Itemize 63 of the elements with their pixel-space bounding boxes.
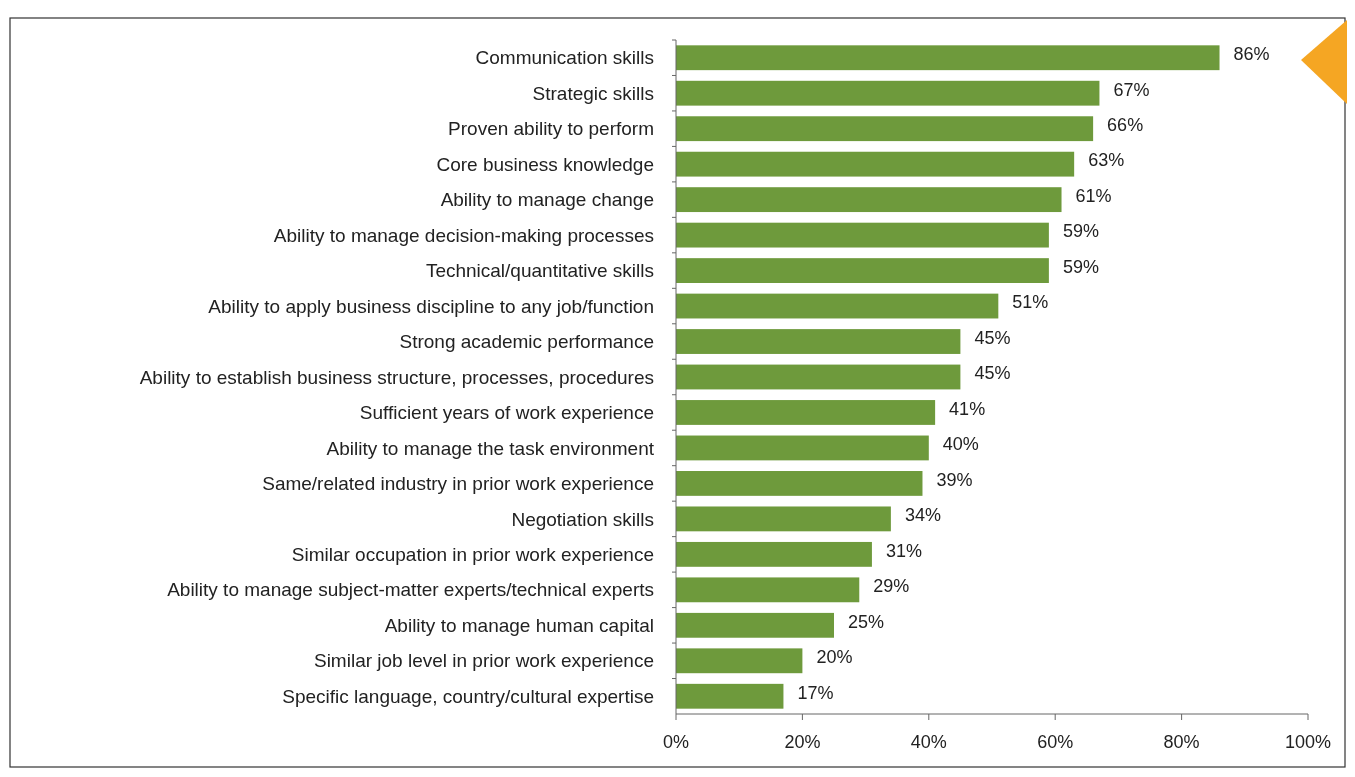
bar	[676, 116, 1094, 142]
bar	[676, 435, 929, 461]
bar	[676, 45, 1220, 71]
bar	[676, 187, 1062, 213]
y-tick-label: Ability to manage human capital	[384, 614, 654, 636]
bar	[676, 329, 961, 354]
y-tick-label: Strong academic performance	[399, 331, 654, 353]
data-label: 51%	[1012, 292, 1049, 313]
data-label: 59%	[1062, 221, 1099, 242]
data-label: 31%	[885, 540, 922, 561]
y-tick-label: Specific language, country/cultural expertise	[282, 685, 654, 707]
y-tick-label: Ability to manage the task environment	[326, 437, 655, 459]
x-tick-label: 60%	[1037, 732, 1074, 752]
bar	[676, 471, 923, 496]
x-tick-label: 40%	[910, 732, 947, 752]
x-tick-label: 0%	[662, 732, 690, 752]
data-label: 61%	[1075, 185, 1112, 206]
data-label: 34%	[904, 505, 941, 526]
x-tick-label: 100%	[1284, 732, 1332, 752]
y-tick-label: Ability to apply business discipline to any job/function	[208, 295, 654, 317]
y-tick-label: Proven ability to perform	[448, 118, 654, 140]
bar	[676, 506, 891, 532]
bar	[676, 541, 872, 567]
bar	[676, 683, 784, 709]
bar	[676, 293, 999, 319]
bar	[676, 577, 860, 603]
y-tick-label: Similar occupation in prior work experience	[291, 544, 654, 566]
y-tick-label: Ability to manage decision-making processes	[273, 224, 654, 246]
bar	[676, 258, 1049, 283]
y-tick-label: Negotiation skills	[511, 508, 654, 530]
data-label: 17%	[797, 682, 834, 703]
y-tick-label: Core business knowledge	[436, 153, 654, 175]
x-tick-label: 80%	[1163, 732, 1200, 752]
data-label: 29%	[873, 576, 910, 597]
y-tick-label: Similar job level in prior work experience	[313, 650, 654, 672]
data-label: 20%	[816, 647, 853, 668]
data-label: 45%	[974, 327, 1011, 348]
x-tick-label: 20%	[784, 732, 821, 752]
data-label: 67%	[1113, 79, 1150, 100]
bar	[676, 80, 1100, 106]
data-label: 66%	[1107, 114, 1144, 135]
y-tick-label: Communication skills	[475, 47, 654, 69]
data-label: 63%	[1088, 150, 1125, 171]
bar	[676, 612, 834, 638]
data-label: 59%	[1062, 256, 1099, 277]
bar	[676, 222, 1049, 248]
data-label: 39%	[936, 469, 973, 490]
bar	[676, 400, 936, 425]
data-label: 86%	[1233, 44, 1270, 65]
data-label: 41%	[949, 398, 986, 419]
y-tick-label: Same/related industry in prior work experience	[262, 473, 654, 495]
y-tick-label: Ability to manage subject-matter experts/technical experts	[167, 579, 654, 601]
data-label: 40%	[942, 434, 979, 455]
y-tick-label: Ability to manage change	[440, 189, 654, 211]
y-tick-label: Technical/quantitative skills	[425, 260, 654, 282]
bar	[676, 151, 1075, 177]
data-label: 25%	[848, 611, 885, 632]
y-tick-label: Ability to establish business structure, processes, procedures	[139, 366, 654, 388]
bar	[676, 364, 961, 390]
y-tick-label: Strategic skills	[532, 82, 654, 104]
data-label: 45%	[974, 363, 1011, 384]
y-tick-label: Sufficient years of work experience	[359, 402, 654, 424]
bar	[676, 648, 803, 674]
